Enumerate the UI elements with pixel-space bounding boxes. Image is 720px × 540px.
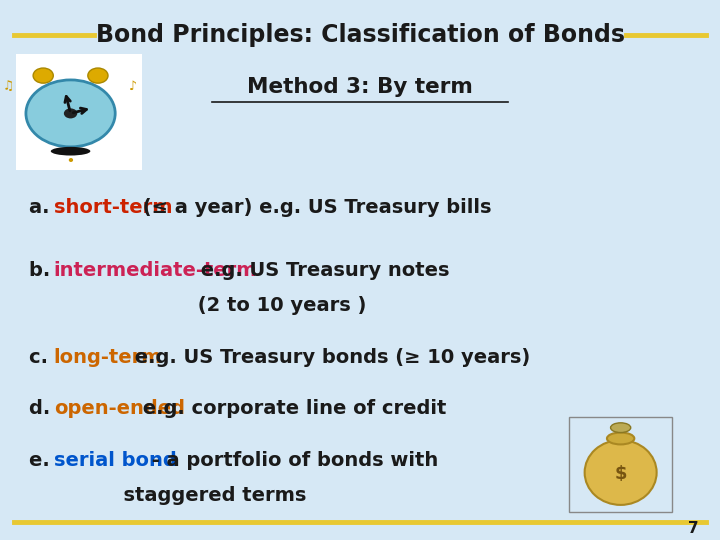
FancyBboxPatch shape <box>16 54 142 170</box>
Text: $: $ <box>614 465 627 483</box>
Text: e.g. US Treasury notes: e.g. US Treasury notes <box>194 260 450 280</box>
Text: - a portfolio of bonds with: - a portfolio of bonds with <box>145 450 438 470</box>
Text: (≤ a year) e.g. US Treasury bills: (≤ a year) e.g. US Treasury bills <box>137 198 492 218</box>
Text: Method 3: By term: Method 3: By term <box>247 77 473 98</box>
Text: e.g. corporate line of credit: e.g. corporate line of credit <box>137 399 447 418</box>
Text: long-term: long-term <box>54 348 162 367</box>
Text: staggered terms: staggered terms <box>29 485 306 505</box>
Text: c.: c. <box>29 348 55 367</box>
Text: 7: 7 <box>688 521 698 536</box>
Text: ♪: ♪ <box>129 80 137 93</box>
Text: b.: b. <box>29 260 57 280</box>
Text: d.: d. <box>29 399 57 418</box>
Ellipse shape <box>611 423 631 433</box>
Text: •: • <box>67 156 74 168</box>
Text: e.: e. <box>29 450 56 470</box>
Circle shape <box>26 80 115 147</box>
Text: e.g. US Treasury bonds (≥ 10 years): e.g. US Treasury bonds (≥ 10 years) <box>128 348 531 367</box>
Text: open-ended: open-ended <box>54 399 184 418</box>
Text: ♫: ♫ <box>3 80 14 93</box>
Text: Bond Principles: Classification of Bonds: Bond Principles: Classification of Bonds <box>96 23 624 47</box>
Text: a.: a. <box>29 198 56 218</box>
Text: (2 to 10 years ): (2 to 10 years ) <box>29 295 366 315</box>
Text: intermediate-term: intermediate-term <box>54 260 257 280</box>
Circle shape <box>64 109 77 118</box>
Text: serial bond: serial bond <box>54 450 176 470</box>
Ellipse shape <box>50 147 91 156</box>
Ellipse shape <box>585 440 657 505</box>
Circle shape <box>33 68 53 83</box>
Text: short-term: short-term <box>54 198 172 218</box>
Ellipse shape <box>607 433 634 444</box>
Circle shape <box>88 68 108 83</box>
